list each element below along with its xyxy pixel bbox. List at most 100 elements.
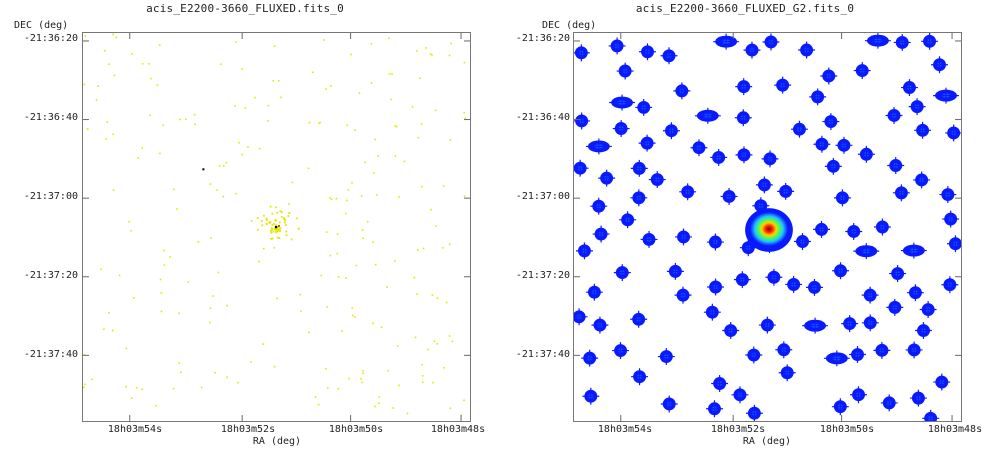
event-pixel — [413, 276, 416, 279]
smoothed-source — [582, 387, 600, 405]
event-pixel — [275, 231, 278, 234]
event-pixel — [290, 238, 293, 241]
image-canvas-raw[interactable] — [82, 32, 471, 422]
event-pixel — [347, 189, 350, 191]
event-pixel — [125, 347, 128, 350]
smoothed-source — [765, 268, 783, 286]
smoothed-source — [758, 316, 776, 334]
smoothed-source — [813, 135, 831, 153]
smoothed-source — [616, 62, 634, 80]
event-pixel — [320, 274, 323, 277]
event-pixel — [314, 396, 317, 398]
y-tick-label: -21:37:40 — [515, 349, 570, 360]
event-pixel — [318, 122, 320, 125]
event-pixel — [271, 212, 274, 215]
image-panel-raw: acis_E2200-3660_FLUXED.fits_0 DEC (deg) … — [0, 0, 490, 455]
event-pixel — [266, 219, 268, 222]
event-pixel — [372, 241, 374, 244]
event-pixel — [362, 370, 364, 372]
event-pixel — [435, 225, 437, 227]
x-tick-label: 18h03m52s — [710, 424, 766, 435]
event-pixel — [235, 41, 237, 43]
smoothed-source — [922, 409, 940, 421]
smoothed-source — [743, 41, 761, 59]
event-pixel — [463, 111, 466, 114]
smoothed-source — [690, 139, 708, 157]
smoothed-source — [761, 150, 779, 168]
smoothed-source — [901, 79, 918, 97]
event-pixel — [273, 246, 276, 249]
event-pixel — [258, 260, 260, 263]
event-pixel — [288, 212, 291, 214]
smoothed-source — [710, 148, 728, 166]
smoothed-source — [745, 404, 763, 421]
smoothed-source — [660, 47, 678, 65]
event-pixel — [406, 412, 409, 415]
event-pixel — [86, 128, 89, 130]
x-tick-label: 18h03m50s — [328, 424, 384, 435]
event-pixel — [420, 123, 423, 125]
smoothed-source — [791, 120, 808, 138]
event-pixel — [421, 375, 424, 377]
event-pixel — [335, 197, 338, 200]
smoothed-source — [706, 400, 723, 418]
event-pixel — [276, 230, 279, 233]
event-pixel — [137, 157, 139, 159]
event-pixel — [158, 44, 161, 47]
event-pixel — [319, 121, 321, 124]
event-pixel — [271, 237, 274, 240]
event-pixel — [449, 139, 451, 141]
smoothed-source — [822, 113, 840, 131]
event-pixel — [193, 113, 196, 116]
event-pixel — [276, 226, 279, 229]
event-pixel — [362, 237, 364, 240]
event-pixel — [212, 295, 215, 297]
smoothed-source — [575, 242, 593, 260]
smoothed-source — [833, 189, 851, 207]
event-pixel — [433, 340, 436, 342]
smoothed-source — [909, 389, 927, 407]
event-pixel — [388, 72, 391, 75]
event-pixel — [285, 234, 288, 237]
smoothed-source — [893, 33, 911, 51]
event-pixel — [260, 219, 263, 222]
panel-title: acis_E2200-3660_FLUXED_G2.fits_0 — [635, 2, 855, 15]
event-pixel — [217, 271, 220, 274]
event-pixel — [273, 223, 275, 225]
event-pixel — [159, 152, 161, 155]
event-pixel — [250, 361, 252, 363]
event-pixel — [337, 276, 340, 278]
event-pixel — [115, 36, 118, 39]
event-pixel — [431, 294, 434, 297]
smoothed-source — [794, 233, 811, 250]
smoothed-source — [933, 373, 951, 391]
event-pixel — [375, 194, 378, 196]
event-pixel — [265, 217, 268, 220]
event-pixel — [361, 381, 364, 384]
smoothed-source — [630, 189, 648, 207]
event-pixel — [380, 326, 383, 328]
event-pixel — [414, 336, 417, 339]
smoothed-source — [734, 109, 752, 127]
event-pixel — [298, 227, 300, 230]
smoothed-source — [762, 33, 780, 51]
event-pixel — [273, 365, 276, 368]
smoothed-source — [942, 210, 960, 228]
event-pixel — [450, 42, 452, 45]
event-pixel — [270, 231, 273, 234]
image-canvas-smoothed[interactable] — [573, 32, 962, 422]
smoothed-source — [630, 310, 648, 328]
y-tick-label: -21:37:40 — [23, 349, 78, 360]
smoothed-source — [778, 364, 796, 382]
event-pixel — [141, 147, 143, 149]
smoothed-source — [608, 37, 626, 55]
smoothed-source — [832, 262, 849, 280]
event-pixel — [84, 35, 87, 37]
smoothed-source — [674, 286, 692, 304]
event-pixel — [169, 256, 171, 258]
event-pixel — [449, 407, 452, 410]
event-pixel — [258, 147, 261, 150]
smoothed-source — [802, 317, 829, 334]
event-pixel — [112, 189, 115, 191]
smoothed-source — [945, 124, 961, 142]
